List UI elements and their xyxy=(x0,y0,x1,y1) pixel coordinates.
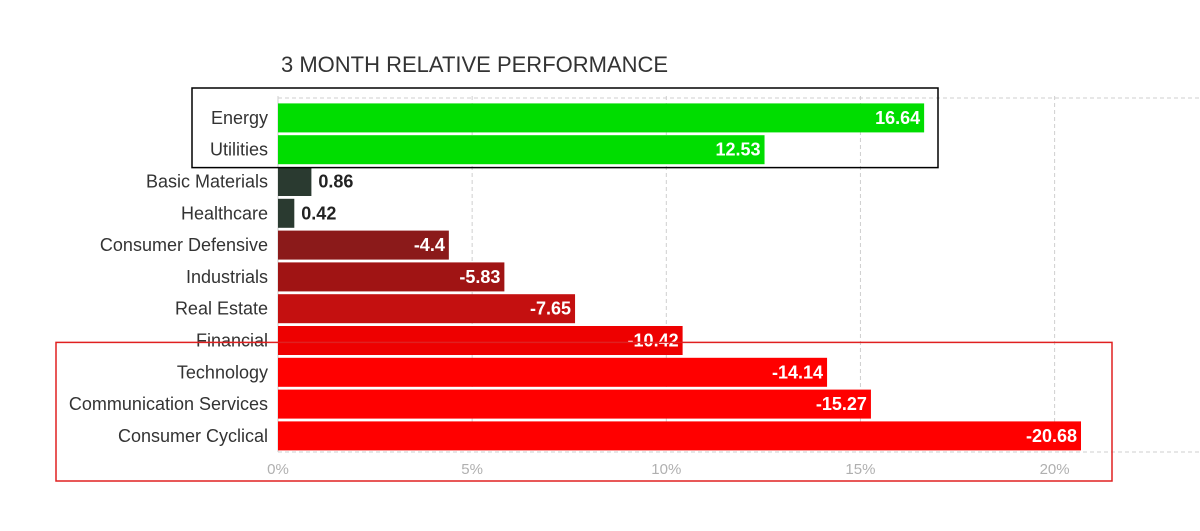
data-label: 0.42 xyxy=(301,203,336,223)
data-label: -14.14 xyxy=(772,362,823,382)
highlight-box xyxy=(55,341,1113,482)
bar xyxy=(278,389,871,419)
category-label: Consumer Defensive xyxy=(100,235,268,255)
bar xyxy=(278,326,683,355)
bar xyxy=(278,262,505,292)
bar-layer xyxy=(278,103,1082,451)
bar xyxy=(278,421,1082,451)
data-label: -10.42 xyxy=(628,331,679,351)
bar xyxy=(278,103,925,133)
category-label: Healthcare xyxy=(181,203,268,223)
x-tick-label: 5% xyxy=(461,461,483,478)
bar xyxy=(278,167,312,196)
data-label: 12.53 xyxy=(715,140,760,160)
bar xyxy=(278,135,765,165)
box-layer xyxy=(55,87,1113,482)
bar xyxy=(278,198,295,228)
data-label: 16.64 xyxy=(875,108,920,128)
label-layer: 0% 5% 10% 15% 20% Energy 16.64 Utilities 12.53 Ba… xyxy=(69,108,1077,478)
category-label: Communication Services xyxy=(69,394,268,414)
x-tick-label: 20% xyxy=(1040,461,1070,478)
bar xyxy=(278,230,449,260)
category-label: Basic Materials xyxy=(146,172,268,192)
highlight-box xyxy=(191,87,939,169)
data-label: -20.68 xyxy=(1026,426,1077,446)
bar xyxy=(278,294,576,324)
bar xyxy=(278,357,828,387)
category-label: Industrials xyxy=(186,267,268,287)
data-label: -15.27 xyxy=(816,394,867,414)
x-tick-label: 10% xyxy=(651,461,681,478)
data-label: -4.4 xyxy=(414,235,445,255)
x-tick-label: 15% xyxy=(845,461,875,478)
category-label: Consumer Cyclical xyxy=(118,426,268,446)
category-label: Energy xyxy=(211,108,268,128)
category-label: Technology xyxy=(177,362,268,382)
category-label: Financial xyxy=(196,331,268,351)
category-label: Real Estate xyxy=(175,299,268,319)
chart-title: 3 MONTH RELATIVE PERFORMANCE xyxy=(281,52,669,77)
category-label: Utilities xyxy=(210,140,268,160)
data-label: -7.65 xyxy=(530,299,571,319)
data-label: 0.86 xyxy=(318,172,353,192)
x-tick-label: 0% xyxy=(267,461,289,478)
data-label: -5.83 xyxy=(459,267,500,287)
